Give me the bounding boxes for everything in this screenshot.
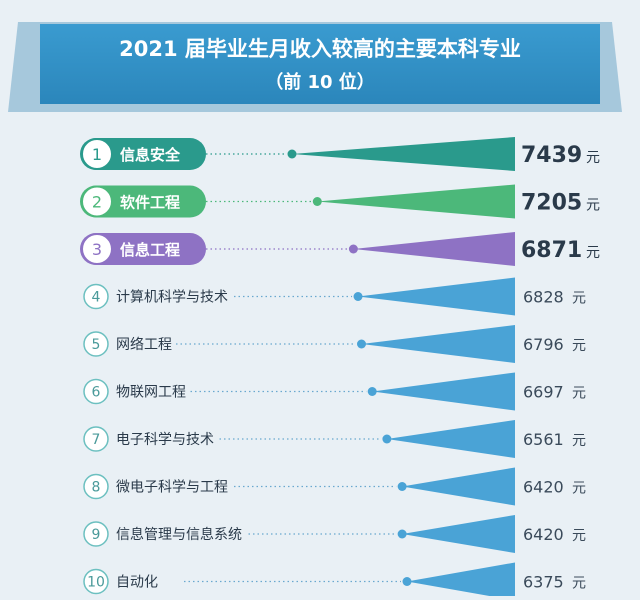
- rank-number: 2: [92, 193, 102, 212]
- value-label: 6375: [523, 573, 564, 592]
- bar-wedge: [292, 137, 515, 171]
- value-label: 6697: [523, 383, 564, 402]
- rank-number: 5: [92, 337, 101, 353]
- rank-circle: [83, 283, 109, 310]
- value-label: 6561: [523, 430, 564, 449]
- rank-circle: [83, 473, 109, 500]
- category-label: 软件工程: [120, 194, 180, 212]
- rank-circle: [83, 331, 109, 357]
- chart-title: 2021 届毕业生月收入较高的主要本科专业: [119, 37, 521, 61]
- rank-pill: [80, 233, 206, 265]
- category-label: 信息安全: [120, 146, 181, 164]
- category-label: 信息管理与信息系统: [116, 526, 242, 543]
- unit-label: 元: [586, 245, 600, 261]
- unit-label: 元: [586, 150, 600, 166]
- rank-number: 6: [92, 385, 101, 401]
- bar-wedge: [372, 372, 515, 411]
- rank-circle: [83, 568, 109, 595]
- bar-tip-dot: [348, 244, 358, 254]
- title-banner: [40, 24, 600, 104]
- chart-rows: 1 信息安全 7439 元2 软件工程 7205 元3 信息工程 6871 元4 计算机科学与技术 6…: [80, 137, 600, 600]
- bar-tip-dot: [312, 197, 322, 206]
- unit-label: 元: [572, 528, 586, 544]
- rank-circle: [83, 378, 109, 405]
- unit-label: 元: [572, 291, 586, 307]
- rank-number: 9: [92, 527, 101, 543]
- bar-tip-dot: [397, 529, 407, 539]
- rank-pill: [80, 138, 206, 170]
- value-label: 7205: [521, 191, 582, 216]
- rank-circle: [81, 138, 113, 170]
- value-label: 6420: [523, 525, 564, 544]
- bar-tip-dot: [353, 292, 363, 301]
- category-label: 物联网工程: [116, 385, 186, 401]
- rank-number: 8: [92, 480, 101, 496]
- chart-subtitle: （前 10 位）: [265, 71, 375, 93]
- category-label: 计算机科学与技术: [116, 290, 228, 306]
- bar-tip-dot: [356, 339, 366, 349]
- bar-tip-dot: [382, 434, 392, 444]
- bar-wedge: [361, 325, 515, 363]
- rank-pill: [80, 185, 206, 218]
- bar-tip-dot: [367, 387, 377, 396]
- value-label: 6420: [523, 478, 564, 497]
- value-label: 6871: [521, 238, 582, 263]
- value-label: 6828: [523, 288, 564, 307]
- rank-number: 1: [92, 145, 102, 164]
- rank-circle: [83, 426, 109, 452]
- unit-label: 元: [572, 386, 586, 402]
- value-label: 7439: [521, 143, 582, 168]
- rank-number: 7: [92, 432, 101, 448]
- rank-number: 10: [87, 575, 105, 591]
- unit-label: 元: [572, 433, 586, 449]
- bar-tip-dot: [397, 482, 407, 491]
- unit-label: 元: [586, 198, 600, 214]
- category-label: 电子科学与技术: [116, 432, 214, 448]
- bar-wedge: [358, 277, 515, 316]
- unit-label: 元: [572, 481, 586, 497]
- rank-circle: [83, 521, 109, 547]
- category-label: 网络工程: [116, 337, 172, 353]
- unit-label: 元: [572, 338, 586, 354]
- rank-circle: [81, 185, 113, 218]
- bar-wedge: [407, 562, 515, 600]
- category-label: 微电子科学与工程: [116, 480, 228, 496]
- bar-tip-dot: [287, 149, 297, 159]
- bar-wedge: [402, 515, 515, 553]
- category-label: 信息工程: [120, 241, 180, 259]
- value-label: 6796: [523, 335, 564, 354]
- rank-circle: [81, 233, 113, 265]
- bar-wedge: [402, 467, 515, 506]
- bar-wedge: [386, 420, 515, 458]
- rank-number: 3: [92, 240, 102, 259]
- bar-tip-dot: [402, 577, 412, 586]
- unit-label: 元: [572, 576, 586, 592]
- bar-wedge: [353, 232, 515, 266]
- category-label: 自动化: [116, 575, 158, 591]
- rank-number: 4: [92, 290, 101, 306]
- bar-wedge: [317, 184, 515, 219]
